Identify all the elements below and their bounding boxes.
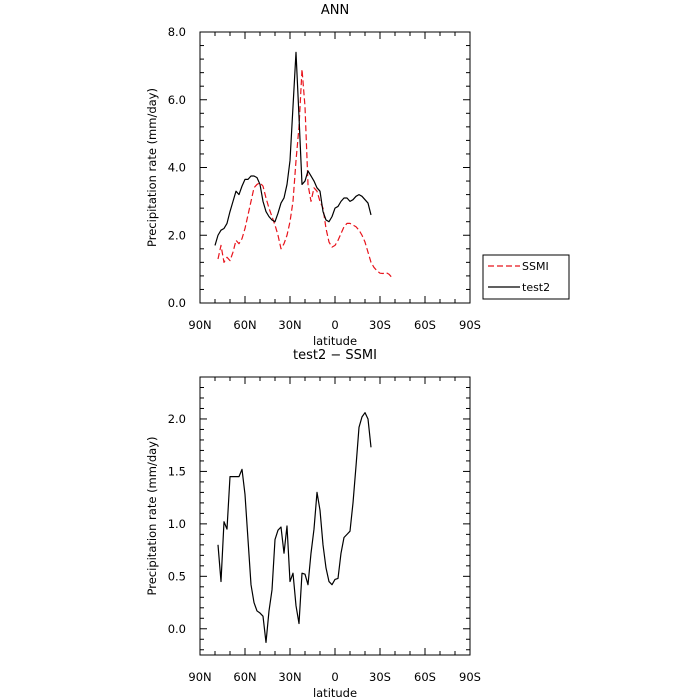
x-tick-label: 30S — [369, 670, 391, 684]
x-tick-label: 90S — [459, 670, 481, 684]
x-tick-label: 60N — [233, 670, 256, 684]
y-tick-label: 6.0 — [168, 93, 186, 107]
x-tick-label: 90N — [188, 670, 211, 684]
y-tick-label: 1.5 — [168, 464, 186, 478]
x-tick-label: 0 — [331, 318, 338, 332]
legend-label-test2: test2 — [522, 281, 550, 294]
plot-frame — [199, 376, 471, 656]
x-axis-label: latitude — [313, 334, 357, 348]
legend-box — [482, 254, 570, 300]
x-tick-label: 30N — [278, 318, 301, 332]
x-tick-label: 60S — [414, 318, 436, 332]
y-tick-label: 2.0 — [168, 412, 186, 426]
plot-frame — [199, 31, 471, 304]
x-tick-label: 90S — [459, 318, 481, 332]
y-tick-label: 0.0 — [168, 622, 186, 636]
chart-title: ANN — [321, 3, 349, 18]
y-tick-label: 2.0 — [168, 228, 186, 242]
x-tick-label: 90N — [188, 318, 211, 332]
x-tick-label: 30S — [369, 318, 391, 332]
legend-label-ssmi: SSMI — [522, 260, 549, 273]
x-tick-label: 60S — [414, 670, 436, 684]
y-tick-label: 4.0 — [168, 161, 186, 175]
series-line-test2 — [214, 51, 372, 246]
y-tick-label: 0.0 — [168, 296, 186, 310]
series-line-difference — [217, 412, 372, 644]
series-line-ssmi — [217, 68, 393, 278]
chart-title: test2 − SSMI — [293, 348, 377, 363]
y-axis-label: Precipitation rate (mm/day) — [145, 88, 159, 247]
y-axis-label: Precipitation rate (mm/day) — [145, 437, 159, 596]
x-axis-label: latitude — [313, 686, 357, 700]
y-tick-label: 1.0 — [168, 517, 186, 531]
y-tick-label: 0.5 — [168, 569, 186, 583]
x-tick-label: 30N — [278, 670, 301, 684]
x-tick-label: 0 — [331, 670, 338, 684]
x-tick-label: 60N — [233, 318, 256, 332]
y-tick-label: 8.0 — [168, 25, 186, 39]
